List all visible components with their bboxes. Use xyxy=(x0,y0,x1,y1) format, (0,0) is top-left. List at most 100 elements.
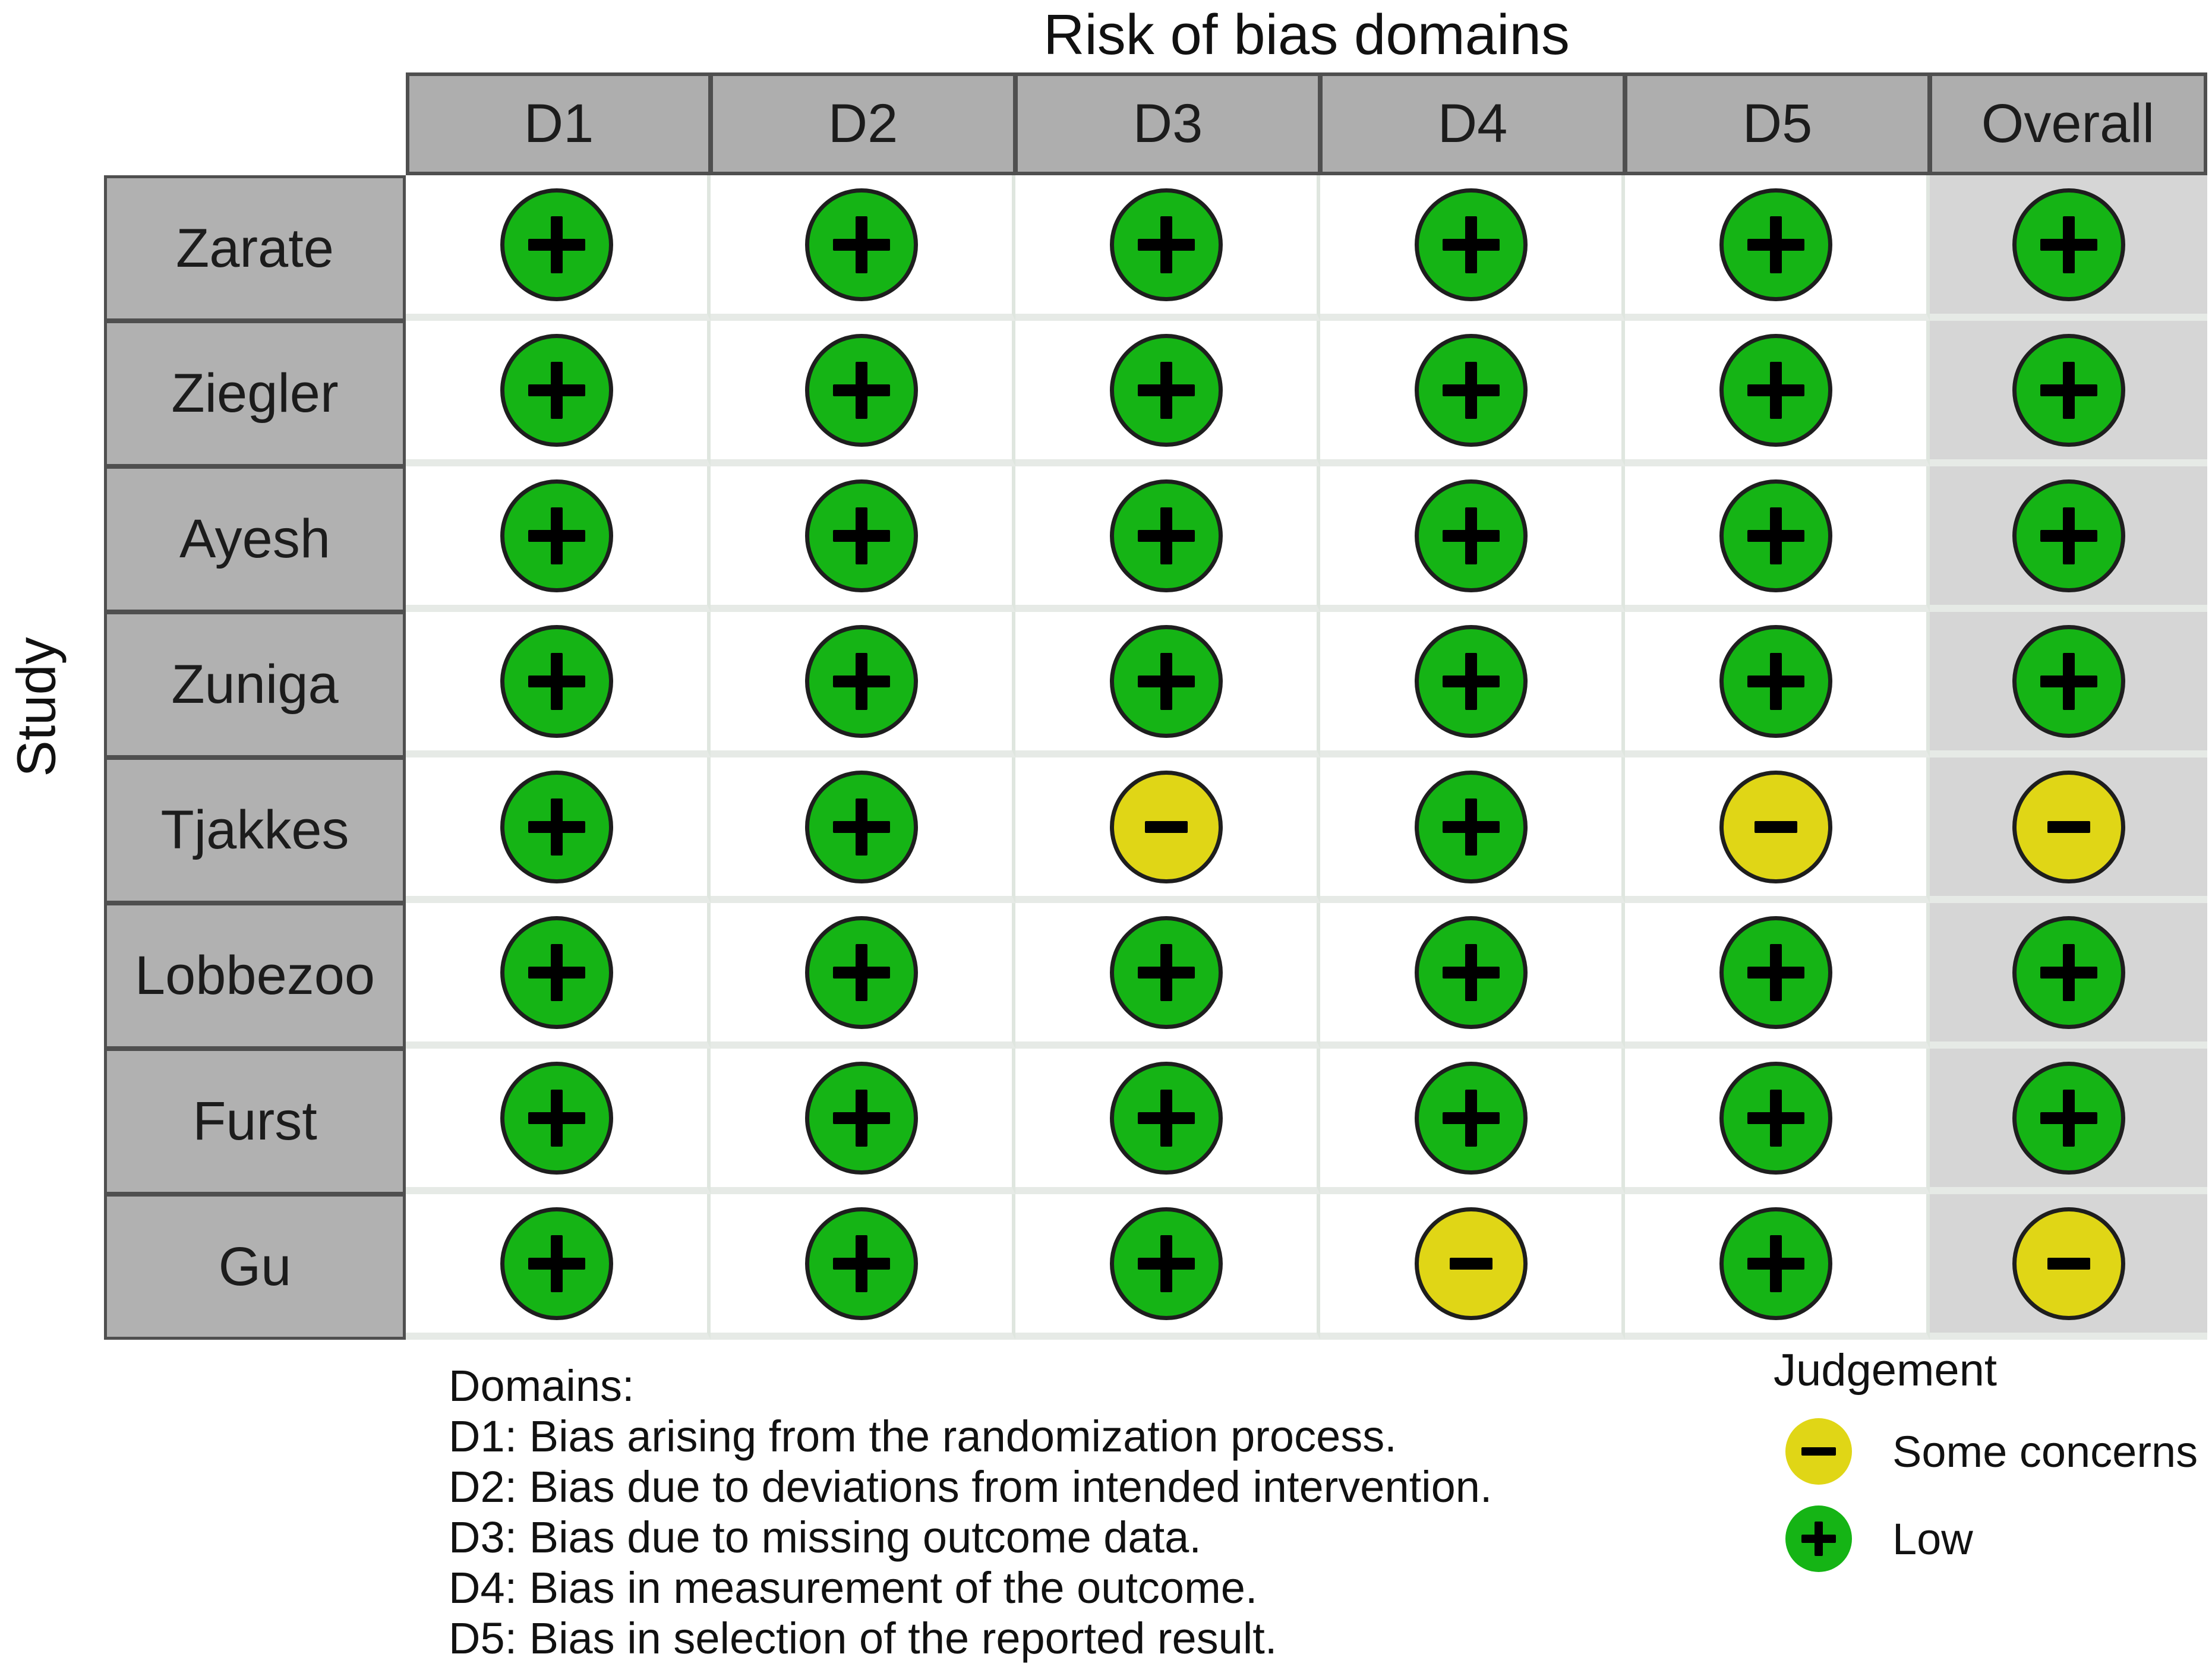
symbol-bar xyxy=(1769,652,1782,710)
judgement-low-icon xyxy=(804,188,918,301)
cell-gu-d4 xyxy=(1320,1194,1625,1340)
legend-item-some-concerns: Some concerns xyxy=(1774,1418,2198,1485)
cell-ayesh-d5 xyxy=(1625,466,1930,612)
legend-item-label: Low xyxy=(1892,1514,1973,1564)
symbol-bar xyxy=(550,943,563,1001)
cell-zarate-d3 xyxy=(1015,175,1320,321)
judgement-low-icon xyxy=(1719,188,1832,301)
judgement-low-icon xyxy=(2012,624,2125,738)
study-label-tjakkes: Tjakkes xyxy=(104,757,406,903)
judgement-low-icon xyxy=(1414,1061,1528,1175)
cell-furst-d5 xyxy=(1625,1049,1930,1194)
cell-tjakkes-d3 xyxy=(1015,757,1320,903)
symbol-bar xyxy=(1465,943,1477,1001)
judgement-low-icon xyxy=(1719,333,1832,447)
cell-tjakkes-d1 xyxy=(406,757,711,903)
judgement-low-icon xyxy=(804,479,918,592)
judgement-some-concerns-icon xyxy=(1719,770,1832,883)
symbol-bar xyxy=(2062,652,2075,710)
cell-zuniga-d4 xyxy=(1320,612,1625,757)
symbol-bar xyxy=(2062,507,2075,564)
domain-definition-d1: D1: Bias arising from the randomization … xyxy=(449,1412,1397,1461)
cell-ziegler-d2 xyxy=(711,321,1015,466)
cell-tjakkes-d2 xyxy=(711,757,1015,903)
symbol-bar xyxy=(1160,507,1172,564)
judgement-low-icon xyxy=(1719,916,1832,1029)
symbol-bar xyxy=(550,1235,563,1292)
judgement-legend: Judgement Some concerns Low xyxy=(1774,1344,2198,1572)
judgement-low-icon xyxy=(500,916,613,1029)
column-header-d5: D5 xyxy=(1625,72,1930,175)
cell-zarate-overall xyxy=(1930,175,2207,321)
symbol-bar xyxy=(1160,943,1172,1001)
judgement-low-icon xyxy=(1414,188,1528,301)
judgement-low-icon xyxy=(1719,1207,1832,1320)
judgement-low-icon xyxy=(1109,1061,1223,1175)
symbol-bar xyxy=(1160,361,1172,419)
symbol-bar xyxy=(1449,1257,1492,1270)
symbol-bar xyxy=(1144,820,1188,833)
symbol-bar xyxy=(1769,507,1782,564)
symbol-bar xyxy=(1465,216,1477,273)
cell-ziegler-d5 xyxy=(1625,321,1930,466)
symbol-bar xyxy=(855,216,867,273)
study-label-gu: Gu xyxy=(104,1194,406,1340)
judgement-low-icon xyxy=(2012,916,2125,1029)
symbol-bar xyxy=(1769,1235,1782,1292)
study-label-zuniga: Zuniga xyxy=(104,612,406,757)
symbol-bar xyxy=(550,216,563,273)
symbol-bar xyxy=(855,798,867,856)
symbol-bar xyxy=(1769,1089,1782,1147)
cell-ayesh-d1 xyxy=(406,466,711,612)
judgement-low-icon xyxy=(1414,333,1528,447)
judgement-low-icon xyxy=(804,916,918,1029)
judgement-low-icon xyxy=(804,770,918,883)
study-label-lobbezoo: Lobbezoo xyxy=(104,903,406,1049)
judgement-low-icon xyxy=(1109,188,1223,301)
symbol-bar xyxy=(1160,652,1172,710)
cell-gu-overall xyxy=(1930,1194,2207,1340)
judgement-low-icon xyxy=(500,1061,613,1175)
judgement-low-icon xyxy=(804,1061,918,1175)
study-label-zarate: Zarate xyxy=(104,175,406,321)
cell-ziegler-d1 xyxy=(406,321,711,466)
some-concerns-icon xyxy=(1785,1418,1852,1485)
cell-ziegler-d4 xyxy=(1320,321,1625,466)
cell-ayesh-d4 xyxy=(1320,466,1625,612)
legend-item-low: Low xyxy=(1774,1505,2198,1572)
cell-zuniga-d1 xyxy=(406,612,711,757)
judgement-low-icon xyxy=(500,770,613,883)
symbol-bar xyxy=(2047,1257,2090,1270)
study-label-ziegler: Ziegler xyxy=(104,321,406,466)
judgement-some-concerns-icon xyxy=(1414,1207,1528,1320)
symbol-bar xyxy=(1465,652,1477,710)
symbol-bar xyxy=(1465,798,1477,856)
cell-ayesh-d2 xyxy=(711,466,1015,612)
judgement-low-icon xyxy=(1414,624,1528,738)
risk-of-bias-table: D1 D2 D3 D4 D5 Overall Zarate Ziegler Ayesh Zunig… xyxy=(104,72,2207,1340)
cell-lobbezoo-d1 xyxy=(406,903,711,1049)
symbol-bar xyxy=(1465,507,1477,564)
cell-gu-d3 xyxy=(1015,1194,1320,1340)
cell-ziegler-overall xyxy=(1930,321,2207,466)
figure-title: Risk of bias domains xyxy=(1043,3,1570,67)
symbol-bar xyxy=(1160,216,1172,273)
symbol-bar xyxy=(1769,216,1782,273)
judgement-low-icon xyxy=(2012,188,2125,301)
cell-gu-d2 xyxy=(711,1194,1015,1340)
cell-ayesh-d3 xyxy=(1015,466,1320,612)
symbol-bar xyxy=(1160,1235,1172,1292)
symbol-bar xyxy=(2062,216,2075,273)
symbol-bar xyxy=(1465,361,1477,419)
legend-item-label: Some concerns xyxy=(1892,1426,2198,1476)
cell-gu-d1 xyxy=(406,1194,711,1340)
judgement-low-icon xyxy=(1414,916,1528,1029)
symbol-bar xyxy=(1465,1089,1477,1147)
cell-lobbezoo-d3 xyxy=(1015,903,1320,1049)
cell-gu-d5 xyxy=(1625,1194,1930,1340)
symbol-bar xyxy=(2062,1089,2075,1147)
judgement-low-icon xyxy=(804,333,918,447)
cell-tjakkes-d4 xyxy=(1320,757,1625,903)
judgement-low-icon xyxy=(2012,479,2125,592)
judgement-some-concerns-icon xyxy=(2012,770,2125,883)
